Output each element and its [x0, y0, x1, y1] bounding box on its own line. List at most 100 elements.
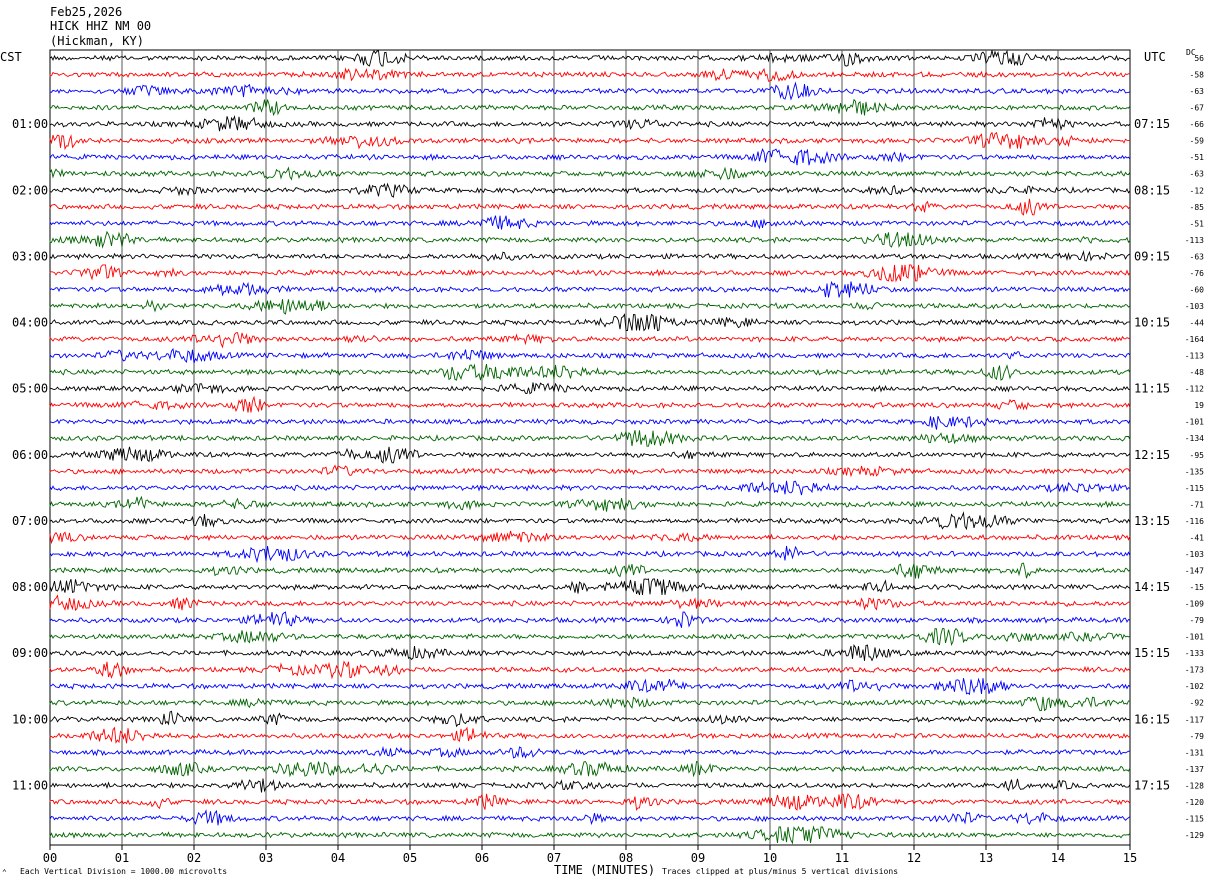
seismic-trace [49, 49, 1131, 67]
dc-offset-label: -113 [1185, 352, 1204, 361]
vertical-division-note: Each Vertical Division = 1000.00 microvo… [20, 867, 228, 876]
dc-offset-label: -101 [1185, 633, 1204, 642]
left-hour-label: 09:00 [12, 646, 48, 660]
dc-offset-label: -116 [1185, 517, 1204, 526]
seismic-trace [49, 131, 1131, 151]
x-tick-label: 02 [187, 851, 201, 865]
right-hour-label: 16:15 [1134, 712, 1170, 726]
dc-offset-label: -66 [1190, 120, 1205, 129]
right-hour-label: 09:15 [1134, 249, 1170, 263]
right-hour-label: 11:15 [1134, 382, 1170, 396]
seismic-trace [49, 578, 1131, 596]
right-timezone-label: UTC [1144, 50, 1166, 64]
scale-icon: ⌃ [2, 868, 7, 877]
right-hour-label: 17:15 [1134, 778, 1170, 792]
dc-offset-label: -85 [1190, 203, 1205, 212]
seismic-trace [49, 446, 1131, 464]
dc-offset-label: -71 [1190, 500, 1205, 509]
seismic-trace [49, 760, 1131, 778]
seismic-trace [49, 677, 1131, 696]
left-hour-label: 02:00 [12, 183, 48, 197]
left-timezone-label: CST [0, 50, 22, 64]
seismic-trace [49, 644, 1131, 662]
x-tick-label: 06 [475, 851, 489, 865]
seismic-trace [49, 778, 1131, 793]
dc-offset-label: -101 [1185, 418, 1204, 427]
seismic-trace [49, 430, 1131, 447]
left-hour-label: 07:00 [12, 514, 48, 528]
x-tick-label: 04 [331, 851, 345, 865]
dc-offset-label: -44 [1190, 319, 1205, 328]
left-hour-label: 10:00 [12, 712, 48, 726]
x-tick-label: 07 [547, 851, 561, 865]
seismic-trace [49, 745, 1131, 759]
right-hour-label: 13:15 [1134, 514, 1170, 528]
dc-offset-label: -128 [1185, 781, 1204, 790]
dc-offset-label: -133 [1185, 649, 1204, 658]
left-hour-label: 11:00 [12, 778, 48, 792]
seismic-trace [49, 464, 1131, 478]
seismic-trace [49, 166, 1131, 181]
dc-offset-label: -59 [1190, 137, 1205, 146]
dc-offset-label: -137 [1185, 765, 1204, 774]
dc-offset-label: -112 [1185, 385, 1204, 394]
seismic-trace [49, 594, 1130, 612]
seismic-trace [49, 710, 1131, 728]
dc-offset-label: -95 [1190, 451, 1205, 460]
dc-offset-label: -147 [1185, 566, 1204, 575]
seismic-trace [49, 395, 1131, 413]
seismic-trace [49, 198, 1131, 216]
seismic-trace [49, 627, 1131, 647]
x-tick-label: 01 [115, 851, 129, 865]
dc-offset-label: -113 [1185, 236, 1204, 245]
seismic-trace [49, 215, 1130, 230]
seismic-trace [49, 347, 1131, 364]
x-tick-label: 00 [43, 851, 57, 865]
left-hour-label: 05:00 [12, 382, 48, 396]
seismic-trace [49, 332, 1131, 349]
dc-offset-label: -67 [1190, 104, 1205, 113]
dc-offset-label: -79 [1190, 732, 1205, 741]
seismic-trace [49, 313, 1131, 332]
x-tick-label: 14 [1051, 851, 1065, 865]
seismic-trace [49, 726, 1131, 744]
seismic-trace [49, 530, 1131, 545]
seismic-trace [49, 382, 1131, 395]
seismic-trace [49, 280, 1131, 298]
dc-offset-label: -60 [1190, 285, 1205, 294]
dc-offset-label: -117 [1185, 715, 1204, 724]
left-hour-label: 04:00 [12, 316, 48, 330]
dc-offset-label: -58 [1190, 71, 1205, 80]
dc-offset-label: -103 [1185, 550, 1204, 559]
x-axis-title: TIME (MINUTES) [554, 863, 656, 877]
dc-offset-label: -63 [1190, 170, 1205, 179]
dc-offset-label: 56 [1194, 54, 1204, 63]
dc-offset-label: -164 [1185, 335, 1204, 344]
x-tick-label: 12 [907, 851, 921, 865]
dc-offset-label: -173 [1185, 666, 1204, 675]
right-hour-label: 08:15 [1134, 183, 1170, 197]
right-hour-label: 14:15 [1134, 580, 1170, 594]
x-tick-label: 13 [979, 851, 993, 865]
dc-offset-label: -102 [1185, 682, 1204, 691]
dc-offset-label: -120 [1185, 798, 1204, 807]
record-date: Feb25,2026 [50, 5, 123, 19]
right-hour-label: 07:15 [1134, 117, 1170, 131]
seismic-trace [49, 416, 1131, 430]
seismic-trace [49, 264, 1131, 283]
dc-offset-label: -63 [1190, 252, 1205, 261]
x-tick-label: 08 [619, 851, 633, 865]
seismic-trace [49, 792, 1131, 811]
dc-offset-label: 19 [1194, 401, 1204, 410]
seismic-trace [49, 660, 1131, 680]
dc-offset-label: -115 [1185, 484, 1204, 493]
seismic-trace [49, 611, 1131, 628]
seismic-trace [49, 299, 1131, 315]
seismic-trace [49, 67, 1131, 82]
plot-frame [49, 49, 1131, 846]
dc-offset-header: DC [1186, 48, 1196, 57]
time-grid [49, 49, 1131, 850]
seismic-trace [49, 545, 1131, 564]
seismic-trace [49, 230, 1131, 249]
